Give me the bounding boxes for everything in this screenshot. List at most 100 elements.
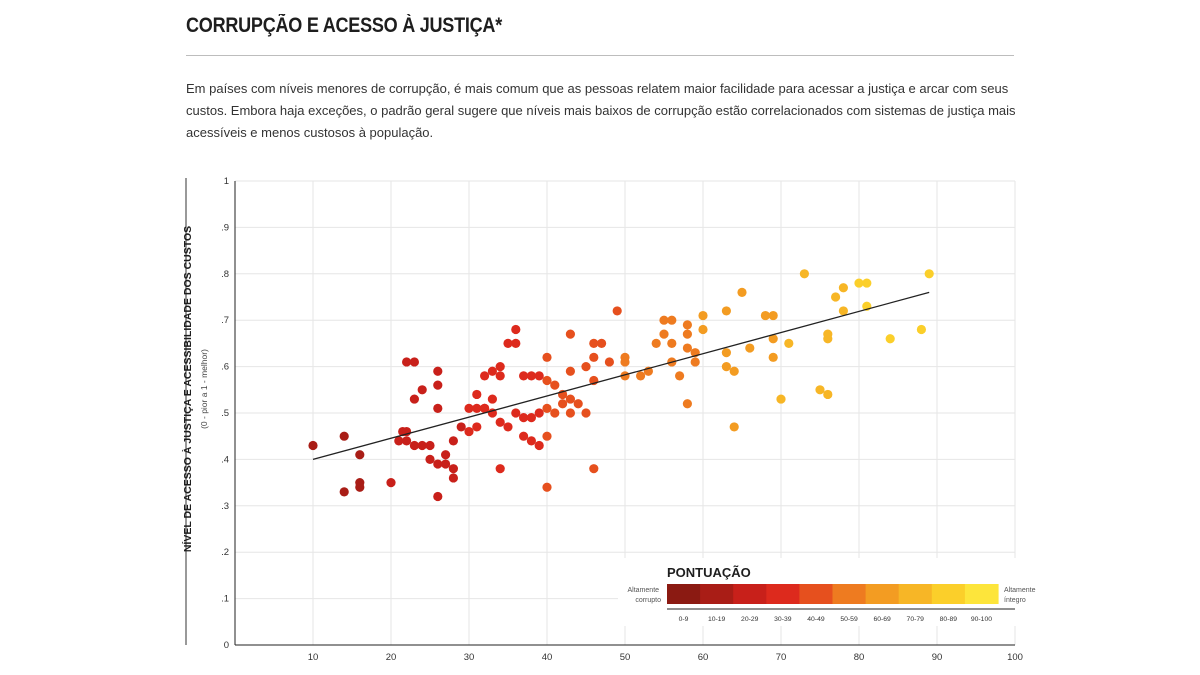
y-tick-label: .4	[221, 454, 229, 465]
trend-line	[312, 291, 930, 461]
data-point	[519, 371, 529, 381]
data-point	[550, 380, 560, 390]
data-point	[823, 389, 833, 400]
legend-title: PONTUAÇÃO	[667, 565, 751, 580]
data-point	[768, 352, 778, 362]
data-point	[636, 371, 646, 381]
data-point	[425, 454, 435, 464]
data-point	[854, 278, 864, 288]
data-point	[526, 436, 537, 446]
y-axis-label: NÍVEL DE ACESSO À JUSTIÇA E ACESSIBILIDA…	[181, 226, 194, 552]
data-point	[573, 399, 583, 409]
data-point	[721, 348, 732, 358]
data-point	[620, 357, 630, 367]
legend-right-label-line1: Altamente	[1004, 587, 1036, 594]
data-point	[589, 352, 599, 362]
legend-right-label-line2: íntegro	[1004, 597, 1026, 604]
data-point	[495, 464, 505, 474]
legend-right-label: Altamente íntegro	[1004, 587, 1037, 604]
score-legend: PONTUAÇÃO Altamente corrupto Altamente í…	[618, 558, 1037, 626]
legend-swatch	[832, 584, 867, 604]
data-point	[682, 329, 693, 339]
data-point	[308, 440, 318, 451]
data-point	[815, 385, 825, 395]
data-point	[698, 310, 708, 321]
legend-left-label-line1: Altamente	[628, 587, 660, 594]
data-point	[597, 338, 607, 348]
data-point	[448, 436, 458, 446]
data-point	[511, 408, 521, 418]
data-point	[729, 422, 739, 432]
y-tick-label: .9	[221, 222, 229, 233]
data-point	[394, 436, 404, 446]
data-point	[386, 478, 396, 488]
legend-category-label: 80-89	[940, 616, 958, 623]
x-tick-label: 40	[542, 652, 553, 663]
legend-swatch	[799, 584, 834, 604]
legend-category-label: 70-79	[907, 616, 925, 623]
data-point	[448, 473, 458, 483]
data-point	[511, 338, 521, 348]
data-point	[651, 338, 661, 348]
data-point	[433, 366, 443, 376]
data-point	[581, 408, 591, 418]
data-point	[831, 292, 841, 302]
legend-color-bar	[667, 584, 999, 604]
y-tick-label: .2	[221, 547, 229, 558]
data-point	[456, 422, 466, 432]
legend-swatch	[700, 584, 734, 604]
data-point	[519, 413, 529, 423]
legend-category-label: 0-9	[679, 616, 689, 623]
legend-swatch	[931, 584, 966, 604]
data-point	[768, 310, 778, 321]
data-point	[550, 408, 560, 418]
legend-left-label-line2: corrupto	[635, 597, 661, 604]
intro-paragraph: Em países com níveis menores de corrupçã…	[186, 81, 1016, 140]
legend-category-label: 20-29	[741, 616, 759, 623]
legend-category-label: 90-100	[971, 616, 992, 623]
data-point	[667, 338, 677, 348]
data-point	[402, 357, 412, 367]
data-point	[503, 338, 513, 348]
x-tick-label: 100	[1007, 652, 1023, 663]
data-point	[433, 459, 443, 469]
data-point	[519, 431, 529, 441]
legend-category-label: 60-69	[873, 616, 891, 623]
data-point	[659, 329, 669, 339]
data-point	[464, 403, 474, 413]
data-point	[409, 394, 419, 404]
data-point	[760, 310, 771, 321]
data-point	[526, 371, 537, 381]
legend-category-label: 40-49	[807, 616, 825, 623]
data-point	[589, 338, 599, 348]
y-axis-sublabel: (0 - pior a 1 - melhor)	[199, 349, 209, 429]
legend-swatch	[667, 584, 701, 604]
y-tick-label: .8	[221, 269, 229, 280]
data-point	[823, 334, 833, 344]
data-point	[698, 324, 708, 335]
legend-category-label: 30-39	[774, 616, 792, 623]
data-point	[480, 371, 490, 381]
data-point	[729, 366, 739, 376]
data-point	[441, 450, 451, 460]
x-tick-label: 10	[308, 652, 319, 663]
data-point	[503, 422, 513, 432]
data-point	[862, 278, 872, 288]
data-point	[612, 306, 622, 316]
x-tick-label: 70	[776, 652, 787, 663]
legend-category-label: 10-19	[708, 616, 726, 623]
data-point	[511, 324, 521, 335]
data-point	[526, 413, 537, 423]
data-point	[542, 482, 552, 492]
data-point	[745, 343, 755, 353]
legend-swatch	[898, 584, 933, 604]
data-point	[589, 464, 599, 474]
y-tick-label: .3	[221, 501, 229, 512]
legend-swatch	[865, 584, 900, 604]
data-point	[924, 269, 934, 279]
data-point	[542, 352, 552, 362]
data-point	[542, 431, 552, 441]
data-point	[682, 399, 693, 409]
legend-categories: 0-9 10-19 20-29 30-39 40-49 50-59 60-69 70-79 80…	[679, 616, 993, 623]
